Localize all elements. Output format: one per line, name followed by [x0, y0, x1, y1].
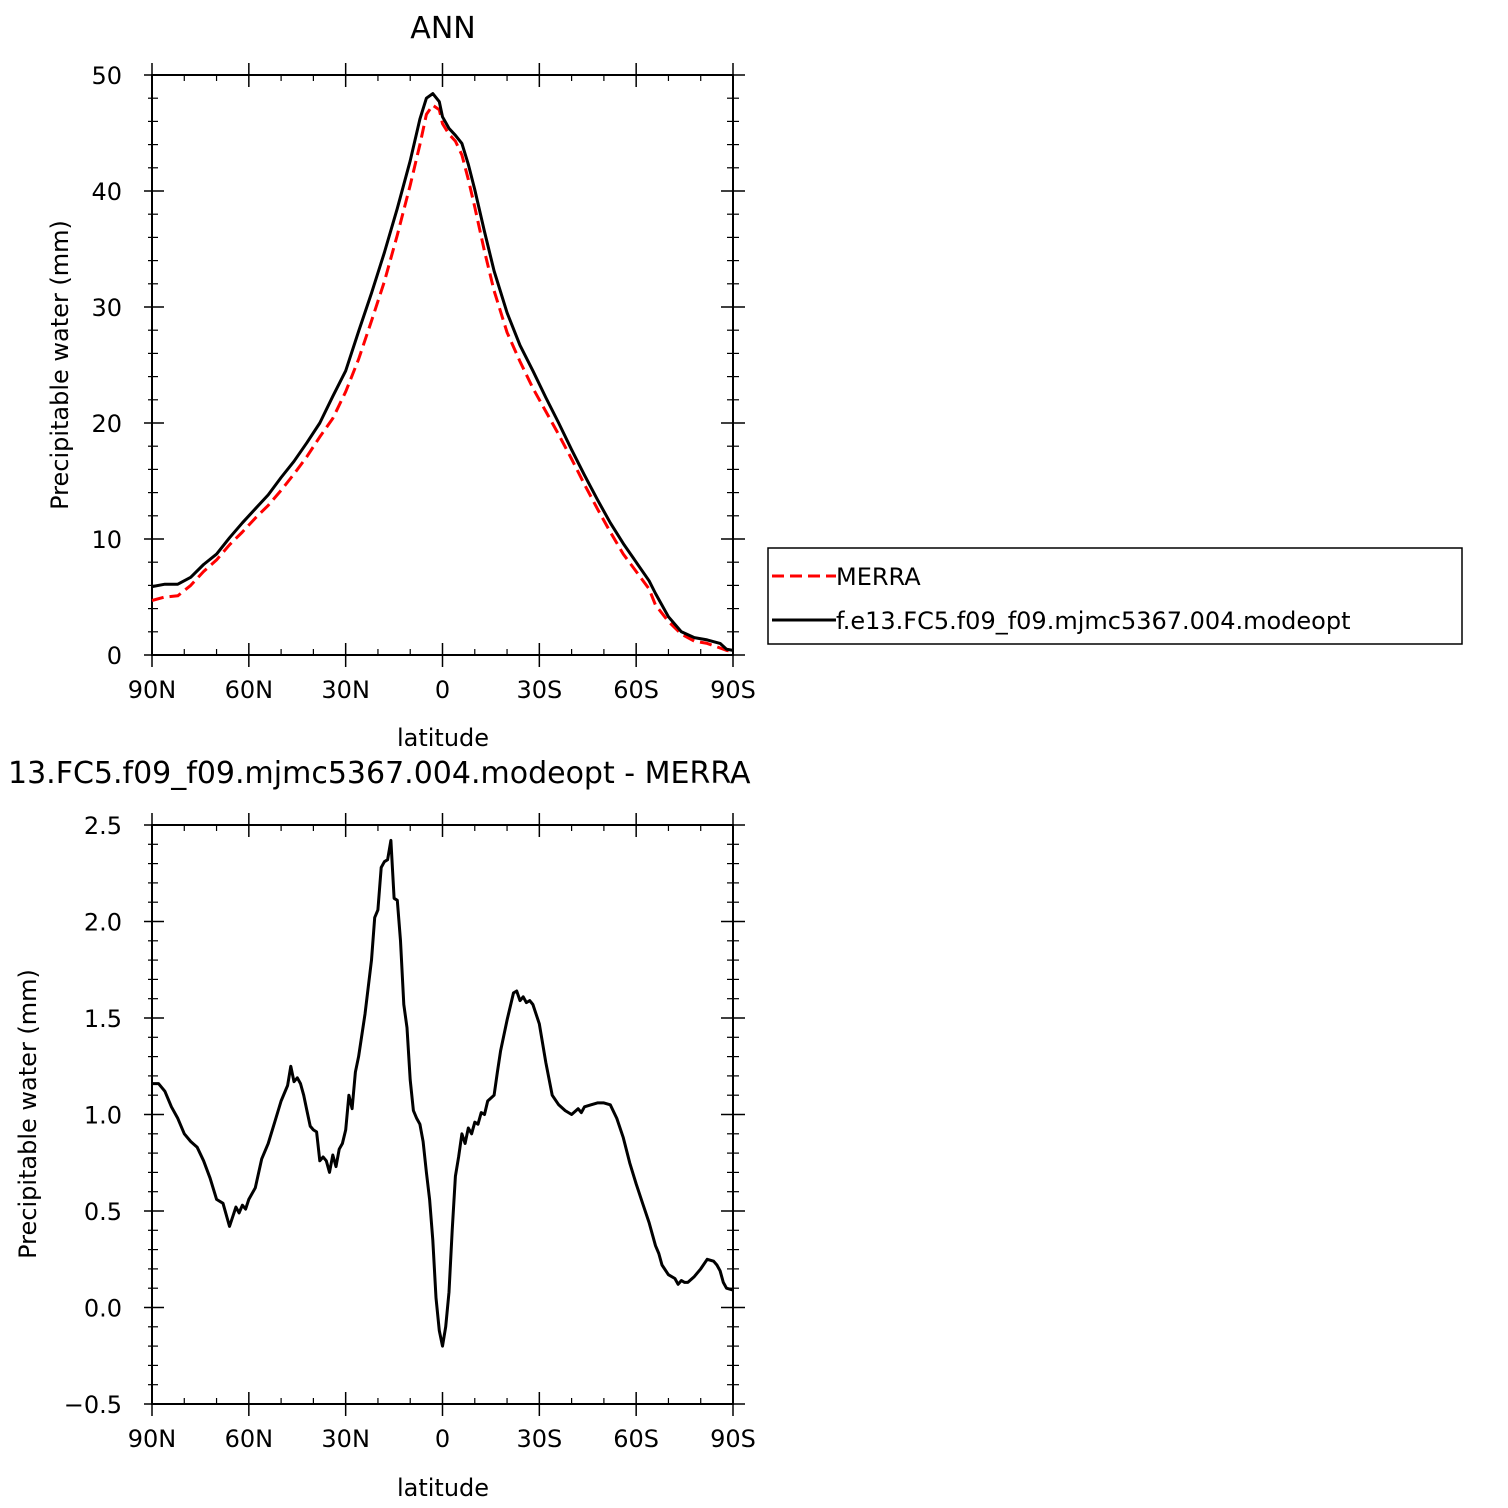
top-plot-title: ANN — [410, 11, 475, 46]
x-tick-label: 0 — [435, 1425, 450, 1453]
y-tick-label: 0 — [107, 642, 122, 670]
bottom-y-ticks: −0.5 0.0 0.5 1.0 1.5 2.0 2.5 — [64, 812, 745, 1419]
y-tick-label: −0.5 — [64, 1391, 122, 1419]
bottom-x-ticks: 90N 60N 30N 0 30S 60S 90S — [128, 813, 756, 1453]
top-x-axis-label: latitude — [397, 724, 489, 752]
y-tick-label: 0.0 — [84, 1295, 122, 1323]
x-tick-label: 0 — [435, 676, 450, 704]
x-tick-label: 30S — [516, 1425, 562, 1453]
top-y-axis-label: Precipitable water (mm) — [46, 220, 74, 510]
x-tick-label: 60N — [225, 676, 274, 704]
x-tick-label: 90N — [128, 1425, 177, 1453]
top-series-line-merra — [151, 103, 734, 653]
y-tick-label: 1.0 — [84, 1102, 122, 1130]
x-tick-label: 90N — [128, 676, 177, 704]
legend-merra-label: MERRA — [836, 563, 921, 591]
bottom-series — [152, 838, 734, 1348]
legend: MERRA f.e13.FC5.f09_f09.mjmc5367.004.mod… — [767, 547, 1463, 645]
top-x-ticks: 90N 60N 30N 0 30S 60S 90S — [128, 63, 756, 704]
y-tick-label: 50 — [91, 62, 122, 90]
x-tick-label: 90S — [710, 1425, 756, 1453]
y-tick-label: 1.5 — [84, 1005, 122, 1033]
y-tick-label: 30 — [91, 294, 122, 322]
top-series-line-f-e13-fc5-f09-f09-mjmc5367-004-modeopt — [151, 92, 734, 652]
y-tick-label: 2.0 — [84, 909, 122, 937]
top-series — [151, 92, 734, 653]
y-tick-label: 10 — [91, 526, 122, 554]
bottom-series-line-0 — [152, 838, 734, 1348]
top-plot: ANN 90N 60N 30N 0 30S 60S 90S 0 10 20 30 40 50 lati… — [46, 11, 756, 752]
bottom-plot: 13.FC5.f09_f09.mjmc5367.004.modeopt - ME… — [8, 756, 756, 1502]
x-tick-label: 60S — [613, 1425, 659, 1453]
legend-model-label: f.e13.FC5.f09_f09.mjmc5367.004.modeopt — [836, 607, 1351, 635]
x-tick-label: 90S — [710, 676, 756, 704]
y-tick-label: 20 — [91, 410, 122, 438]
x-tick-label: 60N — [225, 1425, 274, 1453]
x-tick-label: 30N — [321, 676, 370, 704]
x-tick-label: 30N — [321, 1425, 370, 1453]
x-tick-label: 30S — [516, 676, 562, 704]
top-y-ticks: 0 10 20 30 40 50 — [91, 62, 745, 670]
y-tick-label: 0.5 — [84, 1198, 122, 1226]
bottom-plot-title: 13.FC5.f09_f09.mjmc5367.004.modeopt - ME… — [8, 756, 751, 791]
x-tick-label: 60S — [613, 676, 659, 704]
bottom-y-axis-label: Precipitable water (mm) — [14, 969, 42, 1259]
legend-box — [767, 547, 1463, 645]
y-tick-label: 2.5 — [84, 812, 122, 840]
y-tick-label: 40 — [91, 178, 122, 206]
bottom-x-axis-label: latitude — [397, 1474, 489, 1502]
